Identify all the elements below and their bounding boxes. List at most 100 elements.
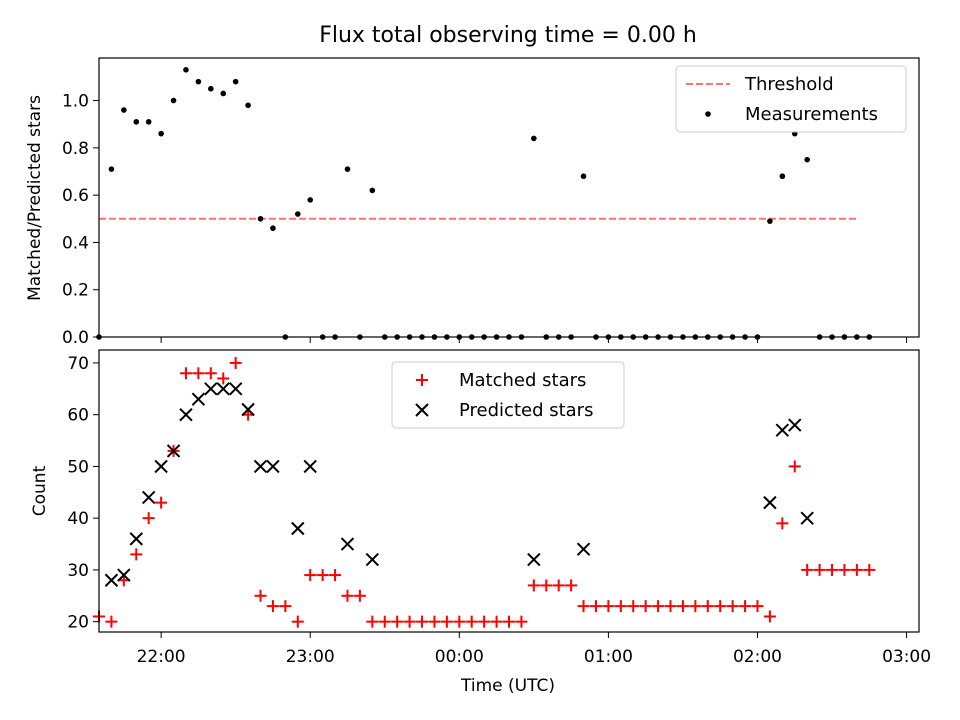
matched-star-marker (577, 600, 590, 613)
bottom-legend: Matched stars Predicted stars (391, 361, 625, 429)
matched-star-marker (229, 356, 242, 369)
matched-star-marker (378, 615, 391, 628)
predicted-star-marker (291, 521, 305, 536)
top-y-tick-label: 0.2 (62, 281, 89, 301)
measurement-point (580, 173, 587, 180)
predicted-star-marker (228, 382, 243, 396)
bottom-y-tick-label: 40 (67, 509, 89, 529)
matched-star-marker (366, 615, 379, 628)
matched-star-marker (490, 615, 503, 628)
top-legend-box (675, 65, 907, 133)
predicted-star-marker (191, 392, 206, 406)
matched-star-marker (279, 600, 292, 613)
bottom-y-tick-label: 70 (67, 354, 89, 374)
matched-star-marker (155, 496, 168, 509)
matched-star-marker (105, 615, 118, 628)
matched-legend-label: Matched stars (459, 370, 586, 391)
matched-star-marker (602, 600, 615, 613)
measurement-point (145, 119, 152, 125)
top-y-tick-label: 0.0 (62, 328, 89, 348)
matched-star-marker (465, 615, 478, 628)
predicted-star-marker (800, 511, 814, 525)
predicted-star-marker-b (141, 490, 156, 505)
predicted-star-marker-b (166, 444, 181, 458)
matched-star-marker (540, 579, 553, 592)
x-axis-label: Time (UTC) (460, 676, 555, 696)
top-y-tick-label: 1.0 (62, 92, 89, 112)
top-chart-title: Flux total observing time = 0.00 h (319, 23, 697, 48)
bottom-axes-frame (98, 349, 920, 633)
measurements-legend-swatch (705, 111, 711, 117)
bottom-y-axis-label: Count (30, 465, 50, 516)
matched-star-marker (217, 372, 230, 385)
x-tick-label: 22:00 (137, 647, 186, 667)
matched-star-marker (130, 548, 143, 561)
predicted-legend-swatch (415, 403, 429, 417)
matched-star-marker (316, 569, 329, 582)
measurement-point (531, 135, 537, 142)
matched-star-marker (714, 600, 727, 613)
matched-star-marker (813, 563, 826, 576)
predicted-star-marker-b (204, 382, 218, 396)
matched-star-marker (676, 600, 689, 613)
bottom-legend-box (391, 361, 625, 429)
predicted-star-marker-b (800, 511, 814, 525)
x-tick-label: 02:00 (733, 647, 782, 667)
predicted-star-marker-b (191, 392, 206, 406)
matched-star-marker (776, 517, 789, 530)
predicted-star-marker-b (253, 459, 268, 474)
measurement-point (369, 187, 376, 194)
predicted-star-marker-b (775, 423, 790, 437)
matched-star-marker (329, 569, 342, 582)
x-tick-label: 01:00 (584, 647, 633, 667)
predicted-star-marker (166, 444, 181, 458)
measurement-point (133, 119, 140, 125)
measurement-point (195, 78, 202, 85)
top-y-tick-label: 0.4 (62, 233, 89, 253)
matched-star-marker (403, 615, 416, 628)
matched-star-marker (353, 589, 366, 602)
predicted-star-marker-b (576, 542, 591, 556)
measurement-point (767, 218, 773, 224)
bottom-plot-area: 20 30 40 50 60 70 22:00 23:00 00:00 01:00 02:00 03:… (67, 354, 931, 667)
predicted-star-marker-b (179, 407, 193, 422)
measurement-point (270, 225, 276, 232)
matched-star-marker (453, 615, 466, 628)
matched-star-marker (304, 569, 317, 582)
predicted-star-marker (788, 418, 802, 432)
predicted-star-marker (216, 382, 230, 396)
measurements-legend-label: Measurements (745, 104, 878, 125)
measurement-point (220, 90, 227, 97)
predicted-star-marker-b (104, 573, 119, 587)
measurement-point (108, 166, 115, 172)
top-axes-frame (98, 57, 920, 338)
matched-star-marker (664, 600, 677, 613)
measurement-point (158, 130, 164, 137)
matched-star-marker (614, 600, 627, 613)
matched-star-marker (341, 589, 354, 602)
predicted-star-marker (204, 382, 218, 396)
x-tick-label: 23:00 (286, 647, 335, 667)
predicted-star-marker (775, 423, 790, 437)
measurement-point (779, 173, 786, 180)
matched-star-marker (701, 600, 714, 613)
matched-star-marker (416, 615, 429, 628)
top-y-tick-label: 0.8 (62, 139, 89, 159)
matched-star-marker (627, 600, 640, 613)
matched-star-marker (589, 600, 602, 613)
matched-star-marker (639, 600, 652, 613)
top-panel: Flux total observing time = 0.00 h 0.0 0.… (25, 23, 920, 348)
x-tick-label: 03:00 (882, 647, 931, 667)
predicted-star-marker-b (241, 402, 255, 417)
predicted-star-marker-b (340, 537, 355, 551)
matched-star-marker (204, 367, 217, 380)
predicted-star-marker (253, 459, 268, 474)
matched-star-marker (440, 615, 453, 628)
top-legend: Threshold Measurements (675, 65, 907, 133)
matched-star-marker (826, 563, 839, 576)
matched-star-marker (428, 615, 441, 628)
matched-star-marker (266, 600, 279, 613)
top-y-axis-label: Matched/Predicted stars (25, 95, 45, 301)
matched-legend-swatch (416, 374, 428, 386)
predicted-star-marker (527, 552, 541, 567)
